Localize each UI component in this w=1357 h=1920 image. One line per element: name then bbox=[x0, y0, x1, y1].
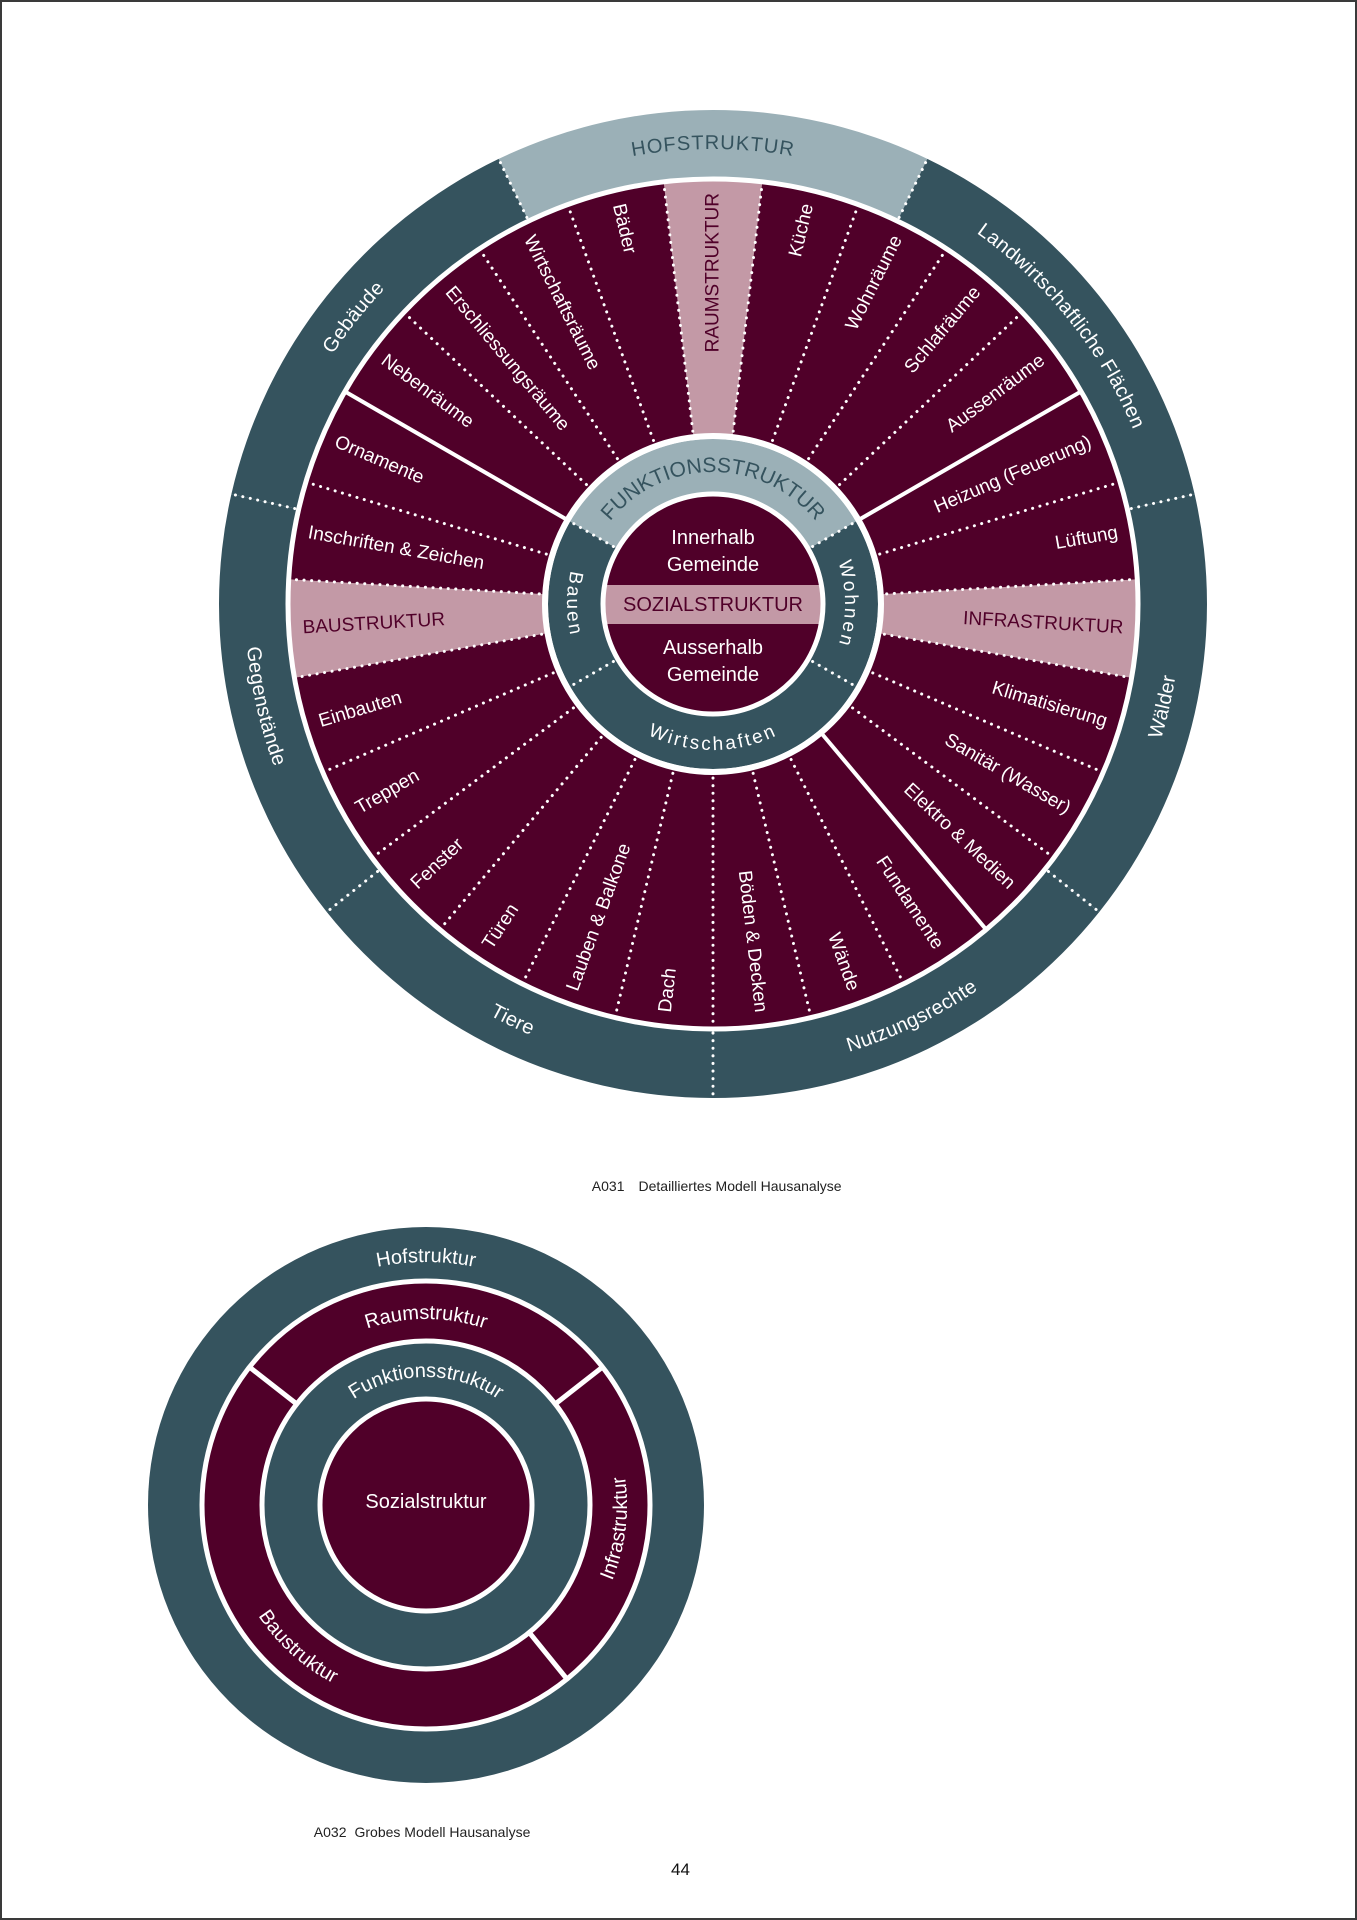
function-ring-segment bbox=[809, 521, 878, 687]
caption-text: Grobes Modell Hausanalyse bbox=[354, 1824, 531, 1840]
center-label: Innerhalb bbox=[671, 527, 754, 549]
element-divider bbox=[885, 578, 1135, 596]
center-label: Gemeinde bbox=[667, 664, 759, 686]
structure-label: RAUMSTRUKTUR bbox=[703, 193, 724, 352]
ring-gap bbox=[285, 176, 1141, 1032]
structure-band bbox=[290, 579, 546, 678]
caption-number: A031 bbox=[591, 1178, 625, 1194]
element-divider bbox=[662, 184, 695, 433]
element-divider bbox=[373, 706, 575, 857]
element-divider bbox=[440, 735, 603, 929]
caption-number: A032 bbox=[313, 1824, 347, 1840]
element-divider bbox=[878, 481, 1118, 556]
social-band bbox=[605, 585, 821, 624]
outer-ring-divider bbox=[229, 492, 297, 511]
function-ring-divider bbox=[570, 521, 615, 548]
outer-ring-segment bbox=[498, 110, 928, 220]
outer-ring-segment bbox=[713, 870, 1100, 1098]
outer-ring-segment bbox=[326, 870, 713, 1098]
structure-band bbox=[880, 579, 1136, 678]
element-divider bbox=[807, 250, 946, 461]
group-divider bbox=[343, 389, 567, 521]
function-ring-divider bbox=[570, 660, 615, 687]
outer-ring-segment bbox=[231, 158, 528, 509]
element-divider bbox=[296, 632, 544, 679]
outer-ring-segment bbox=[218, 494, 380, 913]
element-divider bbox=[480, 250, 619, 461]
element-divider bbox=[291, 578, 541, 596]
center-label: SOZIALSTRUKTUR bbox=[623, 594, 803, 616]
caption-text: Detailliertes Modell Hausanalyse bbox=[638, 1178, 842, 1194]
outer-ring-segment bbox=[898, 158, 1195, 509]
core-border bbox=[600, 491, 826, 717]
function-ring-divider bbox=[811, 521, 856, 548]
outer-ring-divider bbox=[497, 157, 529, 219]
social-core bbox=[317, 1396, 535, 1614]
element-divider bbox=[789, 757, 904, 982]
structure-band bbox=[663, 180, 763, 436]
function-ring-label: Bauen bbox=[562, 570, 587, 639]
function-ring-segment bbox=[548, 521, 617, 687]
element-ring bbox=[289, 181, 1136, 1027]
social-label: Sozialstruktur bbox=[365, 1491, 486, 1513]
element-divider bbox=[308, 481, 548, 556]
function-ring-divider bbox=[811, 660, 856, 687]
group-divider bbox=[820, 732, 988, 931]
structure-divider bbox=[553, 1365, 605, 1407]
center-label: Gemeinde bbox=[667, 554, 759, 576]
element-divider bbox=[851, 706, 1053, 857]
group-divider bbox=[859, 389, 1083, 521]
structure-divider bbox=[527, 1630, 569, 1681]
outer-ring-segment bbox=[1046, 494, 1208, 913]
element-divider bbox=[567, 206, 655, 442]
element-divider bbox=[771, 206, 859, 442]
element-divider bbox=[731, 184, 764, 433]
element-divider bbox=[751, 771, 812, 1016]
outer-ring-divider bbox=[1129, 492, 1197, 511]
structure-divider bbox=[247, 1365, 299, 1407]
ring-gap bbox=[542, 433, 884, 775]
caption-a032: A032 Grobes Modell Hausanalyse bbox=[299, 1808, 544, 1856]
element-divider bbox=[871, 671, 1102, 773]
function-ring-segment bbox=[570, 439, 856, 548]
element-divider bbox=[522, 757, 637, 982]
element-divider bbox=[882, 632, 1130, 679]
page-number: 44 bbox=[671, 1860, 690, 1879]
element-divider bbox=[324, 671, 555, 773]
outer-ring-divider bbox=[1046, 869, 1101, 914]
caption-a031: A031 Detailliertes Modell Hausanalyse bbox=[577, 1162, 856, 1210]
center-label: Ausserhalb bbox=[663, 637, 763, 659]
ring-border bbox=[199, 1278, 653, 1732]
outer-ring-divider bbox=[897, 157, 929, 219]
element-divider bbox=[405, 313, 588, 487]
element-label: Dach bbox=[655, 967, 681, 1013]
element-divider bbox=[614, 771, 675, 1016]
function-ring-segment bbox=[570, 660, 856, 769]
outer-ring-divider bbox=[325, 869, 380, 914]
element-divider bbox=[838, 313, 1021, 487]
